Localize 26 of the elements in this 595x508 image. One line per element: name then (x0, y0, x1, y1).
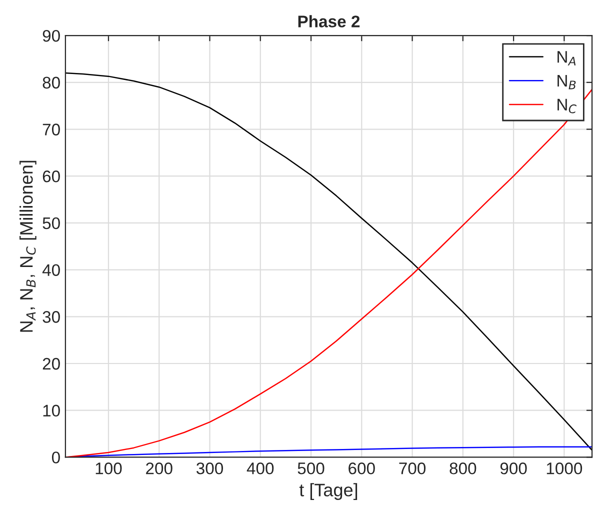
chart-title: Phase 2 (298, 15, 360, 28)
x-tick-label: 500 (298, 462, 324, 474)
legend-label: N$_{C}$ (558, 98, 576, 114)
x-tick-label: 700 (399, 462, 426, 474)
y-tick-label: 40 (42, 264, 60, 276)
y-tick-label: 30 (42, 311, 60, 323)
y-tick-label: 20 (42, 358, 60, 370)
y-tick-label: 50 (42, 217, 60, 230)
legend-label: N$_{A}$ (558, 51, 576, 66)
y-tick-label: 90 (42, 30, 60, 42)
y-tick-label: 10 (43, 404, 60, 417)
x-tick-label: 900 (500, 462, 527, 474)
x-tick-label: 100 (96, 462, 122, 474)
x-tick-label: 1000 (546, 462, 582, 474)
legend-label: N$_{B}$ (558, 75, 576, 90)
y-tick-label: 70 (42, 124, 60, 136)
y-tick-label: 0 (52, 452, 60, 464)
x-tick-label: 800 (450, 462, 476, 474)
x-tick-label: 400 (246, 462, 274, 474)
y-axis-title: N$_{A}$, N$_{B}$, N$_{C}$ [Millionen] (20, 160, 36, 332)
x-tick-label: 300 (196, 462, 224, 474)
y-tick-label: 60 (42, 170, 60, 182)
x-axis-title: t [Tage] (299, 483, 358, 500)
x-tick-label: 200 (146, 462, 172, 474)
y-tick-label: 80 (42, 76, 60, 89)
x-tick-label: 600 (348, 462, 375, 474)
